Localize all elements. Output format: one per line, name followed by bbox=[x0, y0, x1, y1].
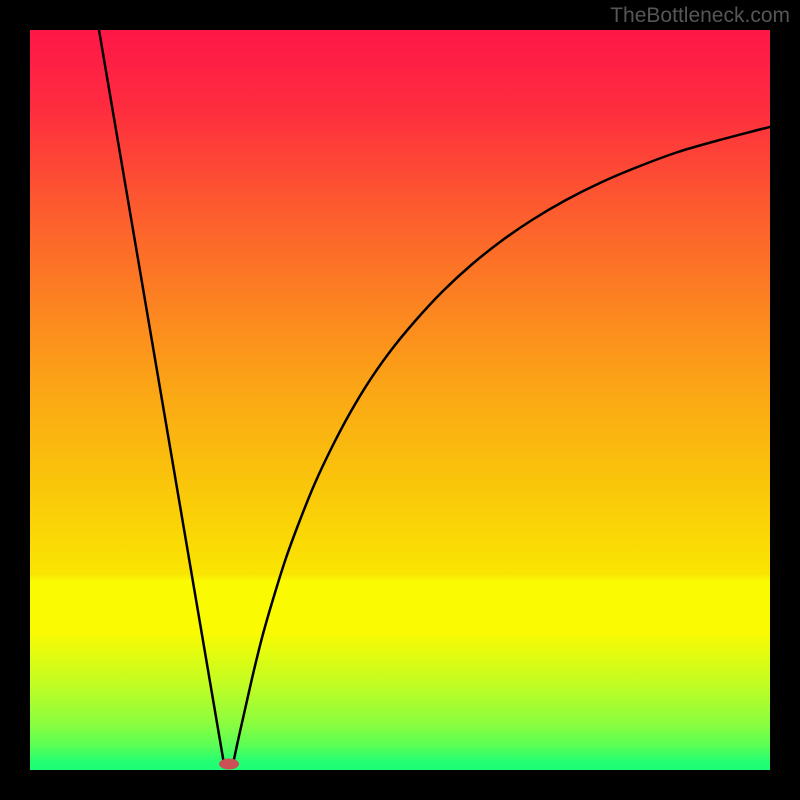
curve-right bbox=[233, 127, 770, 764]
curve-layer bbox=[30, 30, 770, 770]
chart-container: TheBottleneck.com bbox=[0, 0, 800, 800]
watermark-text: TheBottleneck.com bbox=[610, 4, 790, 28]
curve-left-line bbox=[99, 30, 224, 764]
plot-area bbox=[30, 30, 770, 770]
data-marker bbox=[219, 759, 239, 770]
